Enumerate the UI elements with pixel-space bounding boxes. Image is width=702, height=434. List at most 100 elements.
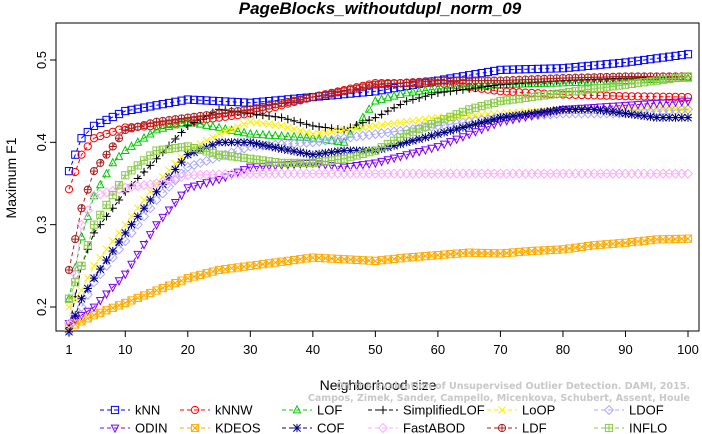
point-cof — [415, 134, 424, 144]
x-axis: 1 10 20 30 40 50 60 70 80 90 100 — [65, 331, 699, 357]
point-simplifiedlof — [346, 123, 355, 132]
point-odin — [452, 135, 462, 145]
point-knn — [146, 102, 155, 111]
point-knn — [652, 54, 661, 63]
point-cof — [277, 144, 286, 154]
point-cof — [615, 108, 624, 117]
point-simplifiedlof — [271, 112, 280, 121]
point-lof — [389, 90, 399, 100]
point-knn — [508, 65, 518, 74]
point-lof — [564, 77, 574, 87]
legend-label: COF — [317, 421, 345, 434]
legend-marker — [110, 424, 120, 434]
point-knnw — [83, 142, 92, 151]
point-ldf — [333, 88, 342, 97]
point-ldf — [146, 119, 155, 128]
x-tick-label: 40 — [306, 342, 320, 357]
point-lof — [83, 211, 93, 220]
point-fastabod — [682, 168, 694, 179]
point-lof — [70, 262, 80, 272]
point-odin — [614, 102, 624, 111]
point-loop — [202, 136, 211, 145]
point-simplifiedlof — [365, 116, 374, 125]
point-lof — [95, 179, 105, 189]
point-odin — [633, 101, 643, 110]
point-cof — [183, 150, 192, 159]
point-ldf — [102, 150, 111, 159]
legend-label: LoOP — [522, 403, 555, 418]
point-inflo — [114, 181, 124, 190]
legend-marker — [604, 423, 614, 433]
point-inflo — [540, 91, 549, 100]
point-odin — [102, 290, 111, 300]
point-odin — [145, 231, 155, 240]
point-simplifiedlof — [177, 128, 186, 137]
legend-label: KDEOS — [215, 421, 261, 434]
point-lof — [533, 78, 543, 88]
point-lof — [145, 128, 155, 138]
point-odin — [596, 103, 605, 113]
point-simplifiedlof — [421, 92, 430, 101]
point-lof — [177, 118, 186, 127]
point-knn — [152, 101, 161, 110]
point-cof — [558, 105, 568, 114]
point-odin — [664, 99, 674, 108]
point-simplifiedlof — [139, 167, 149, 177]
point-knn — [127, 105, 136, 114]
series-line-odin — [68, 100, 689, 324]
point-lof — [214, 122, 224, 132]
point-inflo — [121, 171, 130, 180]
point-cof — [177, 157, 186, 167]
point-cof — [64, 327, 74, 336]
point-ldof — [138, 211, 150, 222]
point-cof — [133, 212, 142, 221]
point-knn — [671, 51, 680, 60]
point-ldof — [101, 260, 112, 271]
point-ldf — [108, 142, 117, 151]
point-cof — [608, 107, 618, 116]
point-inflo — [108, 190, 117, 200]
point-lof — [333, 136, 343, 145]
point-ldof — [120, 236, 131, 247]
legend-marker — [292, 423, 302, 433]
point-knn — [121, 106, 130, 116]
point-odin — [95, 297, 105, 306]
point-knn — [502, 65, 511, 74]
legend-marker — [190, 423, 200, 433]
point-ldof — [151, 194, 162, 206]
point-simplifiedlof — [377, 110, 386, 119]
point-knn — [677, 50, 686, 60]
point-knn — [621, 58, 630, 67]
point-cof — [652, 113, 661, 122]
point-lof — [402, 87, 412, 97]
point-loop — [127, 212, 136, 221]
y-tick-label: 0.3 — [34, 216, 49, 234]
point-lof — [546, 78, 555, 87]
point-cof — [77, 294, 86, 303]
point-cof — [127, 220, 136, 229]
point-loop — [90, 261, 98, 270]
point-knnw — [621, 92, 630, 101]
point-lof — [208, 121, 218, 131]
point-cof — [433, 130, 442, 139]
point-cof — [458, 123, 468, 132]
point-lof — [264, 130, 274, 139]
point-cof — [102, 255, 111, 265]
point-odin — [464, 130, 474, 140]
legend-item-odin: ODIN — [100, 421, 168, 434]
point-knn — [571, 62, 580, 72]
point-knn — [239, 98, 249, 107]
point-lof — [152, 124, 161, 134]
chart-title: PageBlocks_withoutdupl_norm_09 — [239, 0, 522, 18]
point-knn — [646, 55, 655, 64]
point-ldf — [89, 167, 99, 176]
point-lof — [164, 121, 174, 131]
point-knn — [658, 53, 668, 62]
point-lof — [589, 76, 599, 86]
point-knn — [665, 52, 674, 61]
point-simplifiedlof — [390, 103, 399, 112]
point-simplifiedlof — [321, 123, 330, 132]
point-cof — [446, 126, 455, 135]
point-cof — [658, 113, 668, 122]
point-cof — [440, 128, 449, 137]
